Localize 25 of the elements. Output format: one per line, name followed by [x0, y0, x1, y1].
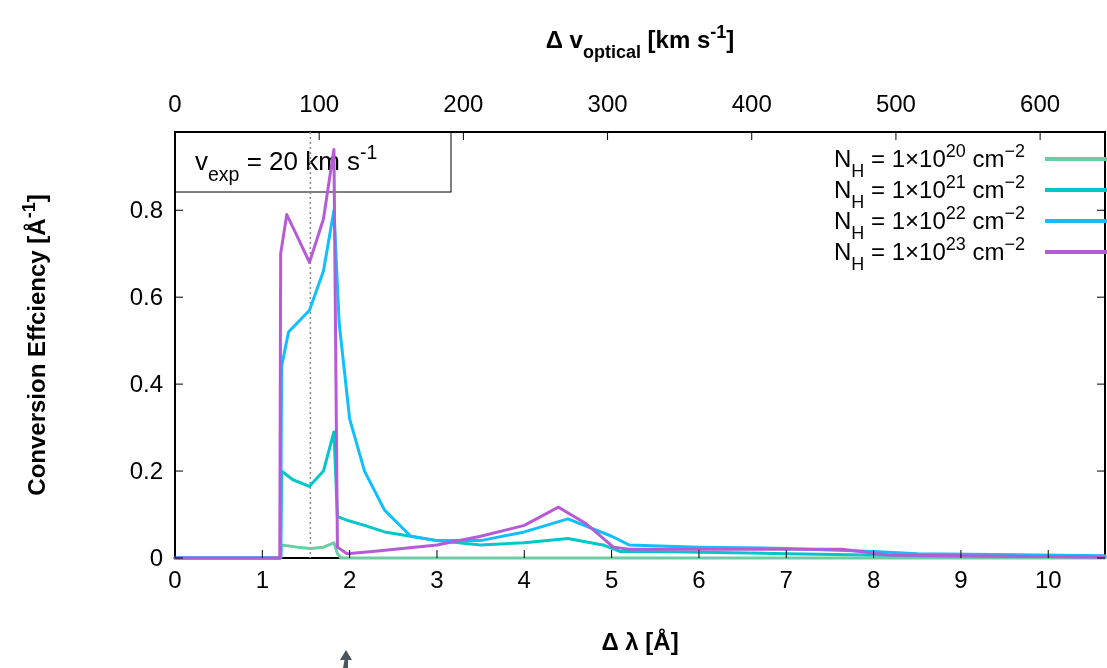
x-tick-label: 9: [954, 566, 968, 593]
x-tick-label: 8: [866, 566, 881, 593]
x-tick-label: 0: [168, 566, 182, 593]
y-tick-label: 0.2: [129, 457, 163, 485]
x2-tick-label: 500: [875, 90, 916, 117]
y-tick-label: 0: [149, 544, 163, 571]
x2-tick-label: 200: [443, 90, 484, 117]
x-tick-label: 2: [342, 566, 357, 593]
x-tick-label: 5: [604, 566, 619, 593]
x-tick-label: 4: [517, 566, 531, 593]
x2-tick-label: 600: [1020, 90, 1061, 117]
y-tick-label: 0.8: [129, 196, 163, 224]
y-tick-label: 0.6: [129, 283, 163, 311]
y-tick-label: 0.4: [129, 370, 163, 398]
x-axis-title: Δ λ [Å]: [601, 628, 679, 655]
x-tick-label: 6: [692, 566, 706, 593]
x-tick-label: 3: [430, 566, 444, 593]
x2-tick-label: 300: [587, 90, 628, 117]
x2-tick-label: 400: [731, 90, 772, 117]
x2-tick-label: 100: [299, 90, 340, 117]
x2-tick-label: 0: [168, 90, 182, 117]
x2-axis-title: Δ v$_{optical}$ [km s$^{-1}$]: [545, 22, 735, 62]
x-tick-label: 7: [779, 566, 793, 593]
x-tick-label: 10: [1034, 566, 1062, 593]
x-tick-label: 1: [255, 566, 269, 593]
